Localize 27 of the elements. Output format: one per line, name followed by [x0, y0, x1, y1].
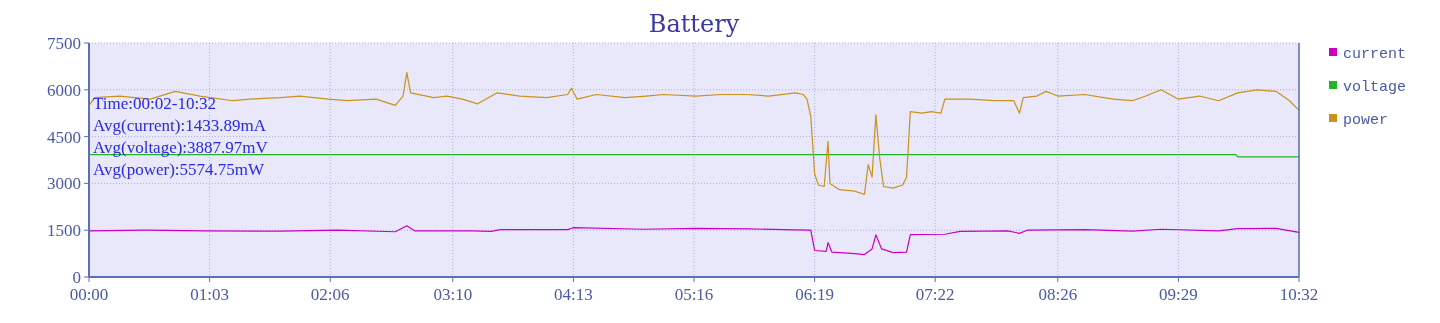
annotation: Avg(current):1433.89mA [93, 116, 267, 135]
y-tick-label: 1500 [47, 221, 81, 241]
x-tick-label: 04:13 [554, 285, 593, 304]
legend-label: voltage [1343, 79, 1407, 97]
x-tick-label: 08:26 [1038, 285, 1078, 304]
x-tick-label: 06:19 [795, 285, 834, 304]
legend-label: current [1343, 46, 1407, 64]
x-tick-label: 10:32 [1279, 285, 1319, 304]
y-tick-label: 6000 [47, 80, 81, 100]
x-tick-label: 09:29 [1159, 285, 1198, 304]
y-tick-label: 4500 [47, 127, 81, 147]
annotation: Avg(voltage):3887.97mV [93, 138, 269, 157]
annotation: Avg(power):5574.75mW [93, 160, 266, 179]
line-series [88, 225, 1300, 256]
x-tick-label: 05:16 [674, 285, 714, 304]
x-tick-label: 03:10 [433, 285, 473, 304]
chart-title: Battery [648, 10, 740, 38]
y-tick-label: 0 [72, 267, 81, 287]
annotation: Time:00:02-10:32 [93, 94, 217, 113]
y-tick-label: 7500 [47, 33, 81, 53]
x-tick-label: 00:00 [69, 285, 109, 304]
x-tick-label: 01:03 [190, 285, 229, 304]
y-tick-label: 3000 [47, 174, 81, 194]
x-tick-label: 07:22 [915, 285, 955, 304]
line-series [88, 72, 1300, 195]
legend-label: power [1343, 112, 1389, 130]
x-tick-label: 02:06 [310, 285, 350, 304]
